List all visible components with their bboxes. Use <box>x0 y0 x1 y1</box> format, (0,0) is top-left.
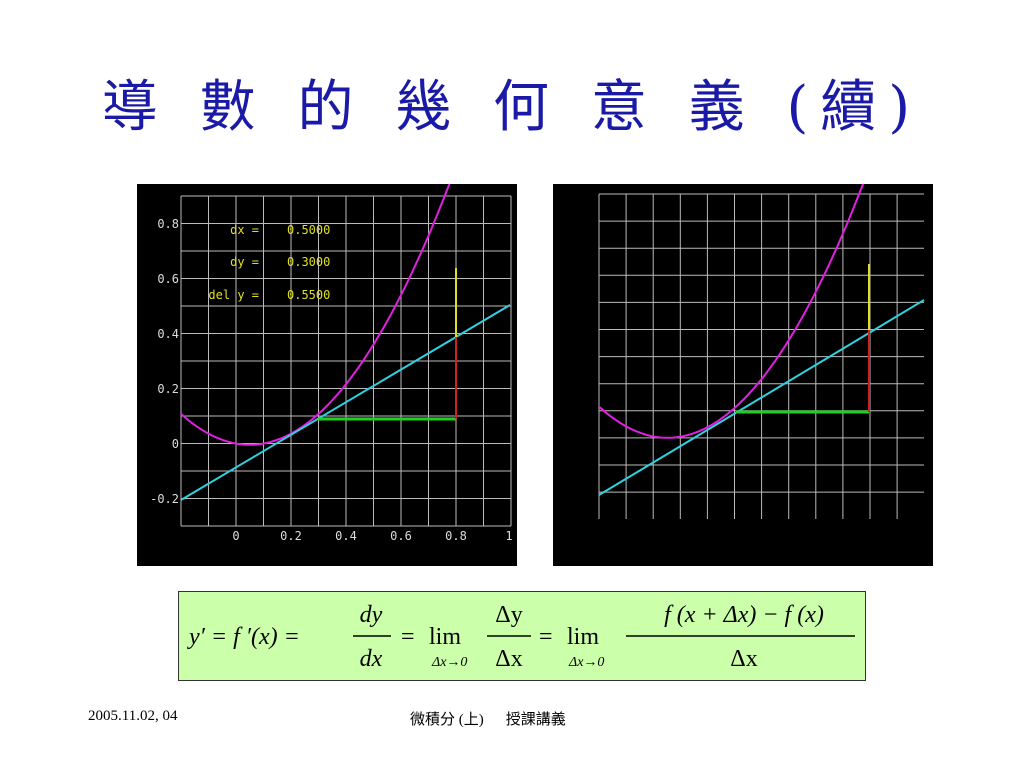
formula-frac3-num: f (x + Δx) − f (x) <box>664 602 824 628</box>
slide-title: 導 數 的 幾 何 意 義 (續) <box>101 75 923 140</box>
left-y-ticks: 0.8 0.6 0.4 0.2 0 -0.2 <box>150 217 179 506</box>
x-tick-label: 0.6 <box>390 529 412 543</box>
formula-lim-1: lim <box>429 624 461 650</box>
y-tick-label: 0.4 <box>157 327 179 341</box>
dy-label: dy = <box>230 255 259 269</box>
footer-course: 微積分 (上) 授課講義 <box>410 708 588 729</box>
formula-frac1-den: dx <box>360 646 383 672</box>
formula-frac2-num: Δy <box>495 602 522 628</box>
formula-frac1-num: dy <box>360 602 383 628</box>
x-tick-label: 0.2 <box>280 529 302 543</box>
dx-value: 0.5000 <box>287 223 330 237</box>
y-tick-label: 0.2 <box>157 382 179 396</box>
left-curve <box>180 52 496 446</box>
formula-lim-sub-1: Δx→0 <box>431 655 467 670</box>
left-graph-panel: 0.8 0.6 0.4 0.2 0 -0.2 0 0.2 0.4 0.6 0.8… <box>137 52 517 566</box>
x-tick-label: 1 <box>505 529 512 543</box>
left-graph: 0.8 0.6 0.4 0.2 0 -0.2 0 0.2 0.4 0.6 0.8… <box>150 52 513 543</box>
derivative-formula: y′ = f ′(x) = dy dx = lim Δx→0 Δy Δx = l… <box>187 602 855 672</box>
y-tick-label: 0.8 <box>157 217 179 231</box>
left-grid <box>180 195 512 527</box>
formula-lim-2: lim <box>567 624 599 650</box>
formula-eq-1: = <box>401 624 415 650</box>
right-graph <box>598 51 925 519</box>
footer-course-notes: 授課講義 <box>505 712 566 728</box>
y-tick-label: 0.6 <box>157 272 179 286</box>
left-readouts: dx = 0.5000 dy = 0.3000 del y = 0.5500 <box>208 223 330 302</box>
formula-frac3-den: Δx <box>730 646 757 672</box>
formula-lim-sub-2: Δx→0 <box>568 655 604 670</box>
dely-label: del y = <box>208 288 259 302</box>
footer-course-name: 微積分 (上) <box>410 712 484 728</box>
derivative-formula-box: y′ = f ′(x) = dy dx = lim Δx→0 Δy Δx = l… <box>178 591 866 681</box>
formula-eq-2: = <box>539 624 553 650</box>
formula-lhs: y′ = f ′(x) = <box>187 624 300 650</box>
right-curve <box>599 51 910 439</box>
y-tick-label: -0.2 <box>150 492 179 506</box>
x-tick-label: 0.4 <box>335 529 357 543</box>
footer-date: 2005.11.02, 04 <box>88 708 178 724</box>
dy-value: 0.3000 <box>287 255 330 269</box>
dx-label: dx = <box>230 223 259 237</box>
left-x-ticks: 0 0.2 0.4 0.6 0.8 1 <box>232 529 512 543</box>
x-tick-label: 0 <box>232 529 239 543</box>
x-tick-label: 0.8 <box>445 529 467 543</box>
formula-frac2-den: Δx <box>495 646 522 672</box>
right-grid <box>598 193 924 519</box>
dely-value: 0.5500 <box>287 288 330 302</box>
y-tick-label: 0 <box>172 437 179 451</box>
right-graph-panel <box>553 51 933 566</box>
